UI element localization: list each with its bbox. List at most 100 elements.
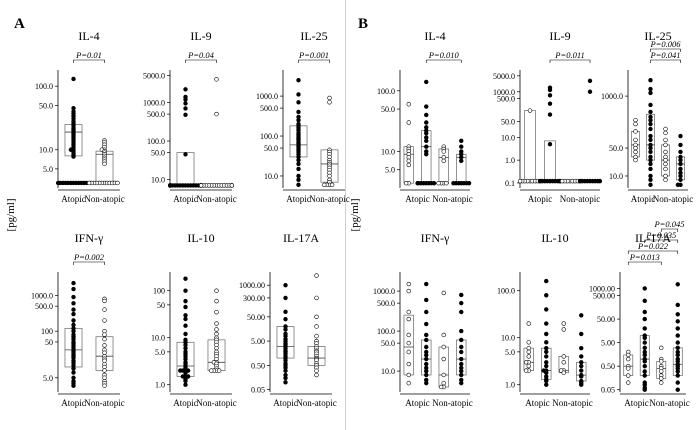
data-point (675, 319, 680, 324)
data-point (415, 180, 420, 186)
y-tick-label: 10.0 (501, 334, 515, 343)
data-point (406, 162, 411, 168)
data-point (544, 349, 549, 355)
data-point (406, 309, 411, 315)
chart-title: IL-4 (78, 29, 99, 43)
data-point (642, 387, 647, 392)
data-point (663, 177, 668, 183)
y-tick-label: 10.0 (501, 133, 515, 142)
data-point (579, 313, 584, 318)
category-label: Non-atopic (552, 398, 593, 408)
data-point (648, 149, 653, 155)
data-point (544, 354, 549, 359)
data-point (659, 369, 664, 374)
y-tick-label: 1000.0 (143, 99, 165, 108)
y-tick-label: 100.0 (35, 82, 53, 91)
data-point (648, 173, 653, 179)
category-label: Atopic (173, 194, 198, 204)
data-point (296, 182, 301, 188)
data-point (466, 180, 472, 186)
data-point (214, 288, 219, 293)
data-point (544, 378, 549, 384)
iqr-box (524, 110, 536, 182)
data-point (579, 374, 584, 379)
data-point (459, 356, 464, 362)
y-tick-label: 100.0 (497, 287, 515, 296)
chart-title: IL-10 (541, 231, 568, 245)
data-point (675, 312, 680, 317)
data-point (642, 363, 647, 369)
data-point (523, 368, 529, 373)
data-point (214, 298, 219, 304)
chart-title: IFN-γ (75, 231, 104, 245)
data-point (663, 126, 668, 132)
y-tick-label: 100 (41, 327, 53, 336)
data-point (183, 288, 188, 293)
iqr-box (544, 140, 556, 182)
data-point (544, 278, 549, 284)
y-tick-label: 5.0 (155, 348, 165, 357)
y-tick-label: 100.0 (377, 327, 395, 336)
y-tick-label: 100.0 (260, 132, 278, 141)
data-point (424, 281, 429, 287)
data-point (214, 345, 219, 351)
data-point (561, 360, 566, 365)
data-point (102, 318, 107, 323)
y-tick-label: 50.00 (247, 313, 265, 322)
significance-bracket (627, 250, 679, 254)
y-tick-label: 500.0 (497, 95, 515, 104)
data-point (329, 182, 335, 188)
data-point (559, 178, 565, 184)
data-point (314, 368, 319, 373)
data-point (424, 130, 429, 136)
data-point (459, 300, 464, 306)
data-point (183, 370, 188, 375)
y-tick-label: 5.00 (601, 339, 615, 348)
data-point (183, 101, 188, 106)
data-point (451, 180, 456, 186)
y-tick-label: 5000.0 (143, 72, 165, 81)
y-tick-label: 500.0 (147, 110, 165, 119)
data-point (314, 273, 319, 278)
data-point (183, 97, 188, 102)
significance-bracket (73, 261, 105, 265)
data-point (642, 369, 647, 374)
data-point (526, 354, 531, 359)
data-point (517, 178, 523, 184)
y-tick-label: 50 (45, 338, 53, 347)
data-point (406, 288, 411, 294)
data-point (633, 137, 638, 143)
y-tick-label: 5000.0 (493, 72, 515, 81)
y-tick-label: 1000.0 (601, 92, 623, 101)
data-point (183, 331, 188, 337)
y-tick-label: 1000.00 (589, 284, 615, 293)
category-label: Non-atopic (84, 398, 125, 408)
significance-bracket (650, 48, 681, 52)
y-tick-label: 100 (153, 287, 165, 296)
data-point (424, 352, 429, 358)
y-tick-label: 500.0 (377, 299, 395, 308)
data-point (102, 298, 107, 304)
chart-title: IL-10 (187, 231, 214, 245)
data-point (441, 380, 446, 386)
y-tick-label: 5.0 (43, 165, 53, 174)
significance-bracket (650, 59, 681, 63)
data-point (648, 121, 653, 127)
category-label: Non-atopic (196, 194, 237, 204)
data-point (183, 87, 188, 92)
data-point (659, 376, 664, 381)
data-point (406, 349, 411, 355)
y-tick-label: 100.0 (147, 137, 165, 146)
data-point (424, 361, 429, 367)
p-value-label: P=0.010 (428, 50, 460, 60)
category-label: Atopic (528, 194, 553, 204)
data-point (648, 182, 653, 188)
data-point (441, 344, 446, 350)
data-point (406, 281, 411, 287)
data-point (71, 383, 76, 388)
chart-title: IL-4 (424, 29, 445, 43)
data-point (648, 117, 653, 123)
chart-5: IL-17A 1000.00 300.00 50.00 5.00 0.50 0.05 Atop… (239, 231, 337, 408)
